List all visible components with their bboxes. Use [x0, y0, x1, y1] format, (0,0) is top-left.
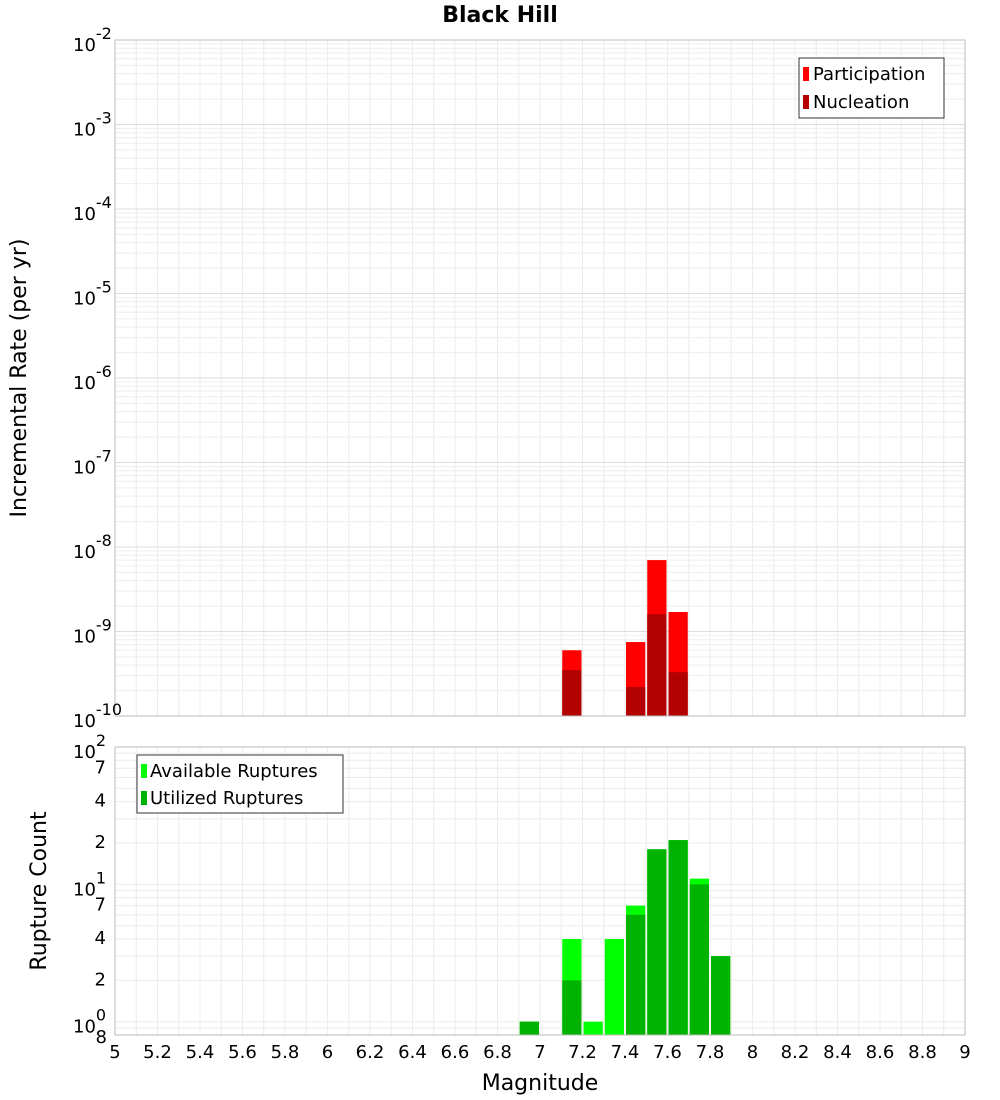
top-y-tick-label: 10-2 [73, 24, 112, 56]
x-tick-label: 7 [534, 1042, 545, 1063]
x-tick-label: 6.4 [398, 1042, 427, 1063]
top-legend-box [798, 57, 945, 119]
x-tick-label: 6 [322, 1042, 333, 1063]
x-tick-label: 5.6 [228, 1042, 257, 1063]
bottom-bars [519, 840, 731, 1035]
bottom-legend: Available Ruptures Utilized Ruptures [136, 754, 344, 814]
bottom-y-minor-tick-label: 2 [95, 969, 106, 990]
available-ruptures-bar [604, 939, 624, 1035]
x-tick-label: 5.4 [186, 1042, 215, 1063]
top-y-tick-label: 10-10 [73, 700, 122, 732]
utilized-ruptures-bar [626, 914, 646, 1035]
x-ticks: 5 5.2 5.4 5.6 5.8 6 6.2 6.4 6.6 6.8 7 7.2 7.4 7.6 7.8 8… [109, 1042, 970, 1063]
utilized-ruptures-bar [519, 1021, 539, 1035]
x-tick-label: 5.8 [271, 1042, 300, 1063]
top-grid [114, 40, 966, 717]
x-tick-label: 6.2 [356, 1042, 385, 1063]
top-y-tick-label: 10-5 [73, 278, 112, 310]
bottom-y-minor-tick-label: 7 [95, 895, 106, 916]
legend-utilized-label: Utilized Ruptures [150, 788, 303, 809]
bottom-y-minor-tick-label: 2 [95, 832, 106, 853]
top-legend: Participation Nucleation [798, 57, 945, 119]
top-y-tick-label: 10-9 [73, 616, 112, 648]
legend-available-label: Available Ruptures [150, 761, 318, 782]
nucleation-bar [626, 687, 646, 716]
x-tick-label: 5.2 [143, 1042, 172, 1063]
utilized-ruptures-bar [668, 840, 688, 1035]
x-tick-label: 6.6 [441, 1042, 470, 1063]
bottom-y-axis-label: Rupture Count [27, 811, 52, 971]
legend-participation-swatch [803, 67, 809, 81]
x-tick-label: 5 [109, 1042, 120, 1063]
legend-nucleation-label: Nucleation [813, 92, 909, 113]
legend-utilized-swatch [141, 791, 147, 805]
bottom-plot-border [114, 746, 966, 1036]
top-y-tick-label: 10-7 [73, 447, 112, 479]
x-tick-label: 8.8 [908, 1042, 937, 1063]
top-y-axis-label: Incremental Rate (per yr) [7, 239, 32, 518]
bottom-y-minor-tick-label: 4 [95, 791, 106, 812]
utilized-ruptures-bar [711, 956, 731, 1035]
top-y-tick-label: 10-6 [73, 362, 112, 394]
bottom-y-tick-label: 101 [73, 868, 106, 900]
x-tick-label: 7.4 [611, 1042, 640, 1063]
x-tick-label: 8.4 [823, 1042, 852, 1063]
bottom-grid [114, 746, 966, 1036]
nucleation-bar [562, 670, 582, 716]
x-axis-label: Magnitude [482, 1071, 599, 1096]
top-bars [562, 560, 688, 716]
legend-nucleation-swatch [803, 95, 809, 109]
bottom-y-tick-label: 100 [73, 1006, 106, 1038]
top-y-tick-label: 10-8 [73, 531, 112, 563]
top-plot-border [114, 39, 966, 717]
nucleation-bar [668, 672, 688, 716]
bottom-y-minor-tick-label: 8 [96, 1027, 107, 1048]
utilized-ruptures-bar [647, 849, 667, 1035]
legend-available-swatch [141, 764, 147, 778]
available-ruptures-bar [583, 1021, 603, 1035]
top-y-ticks: 10-2 10-3 10-4 10-5 10-6 10-7 10-8 10-9 10-10 [73, 24, 122, 732]
x-tick-label: 7.6 [653, 1042, 682, 1063]
utilized-ruptures-bar [562, 980, 582, 1035]
chart-title: Black Hill [442, 3, 558, 28]
x-tick-label: 7.8 [696, 1042, 725, 1063]
top-plot-area: 10-2 10-3 10-4 10-5 10-6 10-7 10-8 10-9 10-10 [73, 24, 966, 732]
bottom-y-tick-label: 102 [73, 731, 106, 763]
x-tick-label: 9 [959, 1042, 970, 1063]
bottom-y-ticks: 102 101 100 7 4 2 7 4 2 8 [73, 731, 107, 1048]
top-y-tick-label: 10-3 [73, 109, 112, 141]
x-tick-label: 8.6 [866, 1042, 895, 1063]
bottom-legend-box [136, 754, 344, 814]
x-tick-label: 7.2 [568, 1042, 597, 1063]
bottom-y-minor-tick-label: 7 [95, 757, 106, 778]
nucleation-bar [647, 614, 667, 716]
bottom-y-minor-tick-label: 4 [95, 928, 106, 949]
utilized-ruptures-bar [689, 884, 709, 1035]
top-y-tick-label: 10-4 [73, 193, 112, 225]
x-tick-label: 6.8 [483, 1042, 512, 1063]
x-tick-label: 8.2 [781, 1042, 810, 1063]
legend-participation-label: Participation [813, 64, 925, 85]
x-tick-label: 8 [747, 1042, 758, 1063]
